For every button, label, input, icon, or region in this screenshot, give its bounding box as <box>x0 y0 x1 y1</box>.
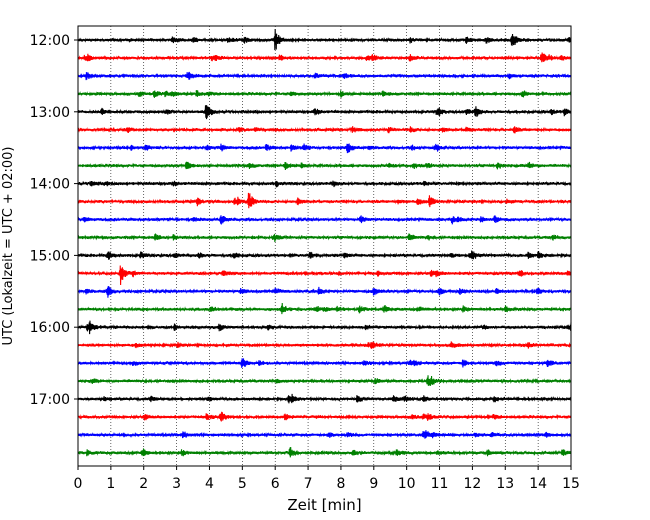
seismic-trace <box>77 104 572 120</box>
seismic-trace <box>77 233 572 242</box>
seismic-trace <box>77 286 572 298</box>
x-tick-label: 0 <box>74 476 83 492</box>
seismic-trace <box>77 375 572 386</box>
seismic-trace <box>77 250 572 260</box>
x-tick-label: 6 <box>271 476 280 492</box>
y-tick-label: 17:00 <box>30 392 70 408</box>
seismic-trace <box>77 358 572 368</box>
seismic-trace <box>77 143 572 154</box>
x-tick-label: 12 <box>463 476 481 492</box>
seismic-trace <box>77 90 572 98</box>
y-axis-label: UTC (Lokalzeit = UTC + 02:00) <box>1 147 16 346</box>
x-tick-label: 7 <box>304 476 313 492</box>
seismic-trace <box>77 52 572 63</box>
x-axis-label: Zeit [min] <box>287 496 361 514</box>
x-tick-label: 9 <box>369 476 378 492</box>
y-tick-label: 16:00 <box>30 320 70 336</box>
seismic-trace <box>77 411 572 422</box>
seismic-traces <box>77 28 572 458</box>
seismic-trace <box>77 393 572 404</box>
x-tick-label: 8 <box>336 476 345 492</box>
x-tick-label: 2 <box>139 476 148 492</box>
seismic-trace <box>77 320 572 335</box>
y-tick-label: 14:00 <box>30 177 70 193</box>
seismic-trace <box>77 126 572 134</box>
seismic-trace <box>77 161 572 170</box>
seismic-trace <box>77 430 572 439</box>
plot-frame <box>77 25 572 467</box>
x-tick-label: 10 <box>398 476 416 492</box>
seismic-trace <box>77 446 572 458</box>
x-tick-label: 5 <box>238 476 247 492</box>
x-tick-label: 4 <box>205 476 214 492</box>
seismic-trace <box>77 71 572 81</box>
x-tick-label: 3 <box>172 476 181 492</box>
seismic-trace <box>77 265 572 285</box>
seismic-trace <box>77 180 572 188</box>
seismic-trace <box>77 303 572 315</box>
seismic-trace <box>77 192 572 209</box>
y-tick-label: 15:00 <box>30 248 70 264</box>
x-tick-label: 15 <box>562 476 580 492</box>
y-tick-label: 13:00 <box>30 105 70 121</box>
y-tick-label: 12:00 <box>30 33 70 49</box>
seismic-trace <box>77 28 572 51</box>
x-tick-label: 14 <box>529 476 547 492</box>
x-tick-label: 13 <box>496 476 514 492</box>
y-axis-ticks: 12:00 13:00 14:00 15:00 16:00 17:00 <box>30 33 78 408</box>
x-tick-label: 1 <box>106 476 115 492</box>
seismic-trace <box>77 215 572 225</box>
x-tick-label: 11 <box>431 476 449 492</box>
x-axis-ticks: 0 1 2 3 4 5 6 7 8 9 10 11 12 13 14 15 <box>74 466 580 492</box>
seismic-trace <box>77 341 572 349</box>
